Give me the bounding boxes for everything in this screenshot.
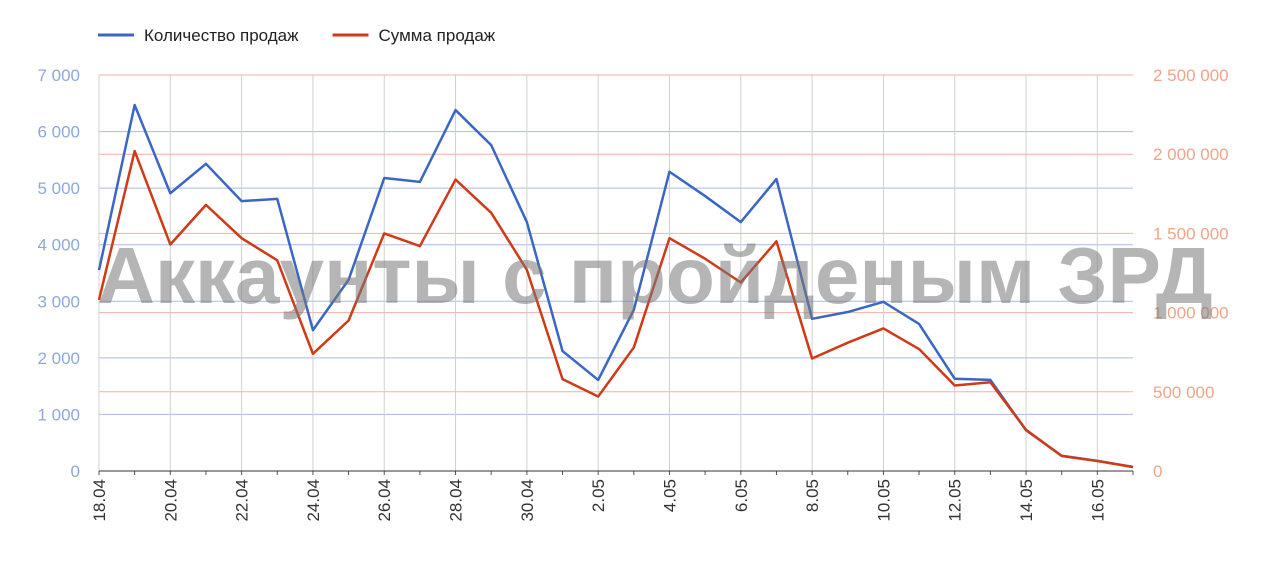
- y-tick-label: 5 000: [37, 179, 80, 198]
- y2-tick-label: 1 000 000: [1153, 304, 1229, 323]
- y2-tick-label: 2 000 000: [1153, 145, 1229, 164]
- y-tick-label: 0: [71, 462, 80, 481]
- y2-tick-label: 1 500 000: [1153, 224, 1229, 243]
- y-tick-label: 2 000: [37, 349, 80, 368]
- watermark: Аккаунты с пройденым ЗРД: [97, 231, 1213, 320]
- x-tick-label: 16.05: [1088, 479, 1107, 522]
- x-tick-label: 24.04: [304, 479, 323, 522]
- y-tick-label: 1 000: [37, 405, 80, 424]
- y2-tick-label: 500 000: [1153, 383, 1214, 402]
- y-tick-label: 7 000: [37, 66, 80, 85]
- y-tick-label: 6 000: [37, 123, 80, 142]
- y-tick-label: 4 000: [37, 236, 80, 255]
- series-line: [97, 103, 1134, 469]
- y-tick-label: 3 000: [37, 292, 80, 311]
- x-tick-label: 10.05: [874, 479, 893, 522]
- x-tick-label: 6.05: [732, 479, 751, 512]
- x-tick-label: 14.05: [1017, 479, 1036, 522]
- x-tick-label: 2.05: [589, 479, 608, 512]
- legend-label: Количество продаж: [144, 26, 299, 45]
- y2-tick-label: 2 500 000: [1153, 66, 1229, 85]
- x-tick-label: 26.04: [375, 479, 394, 522]
- y2-tick-label: 0: [1153, 462, 1162, 481]
- x-tick-label: 12.05: [946, 479, 965, 522]
- x-tick-label: 22.04: [233, 479, 252, 522]
- x-tick-label: 20.04: [161, 479, 180, 522]
- x-tick-label: 30.04: [518, 479, 537, 522]
- x-tick-label: 8.05: [803, 479, 822, 512]
- x-tick-label: 18.04: [90, 479, 109, 522]
- series-line: [97, 149, 1134, 469]
- x-tick-label: 4.05: [660, 479, 679, 512]
- legend-label: Сумма продаж: [379, 26, 496, 45]
- x-tick-label: 28.04: [447, 479, 466, 522]
